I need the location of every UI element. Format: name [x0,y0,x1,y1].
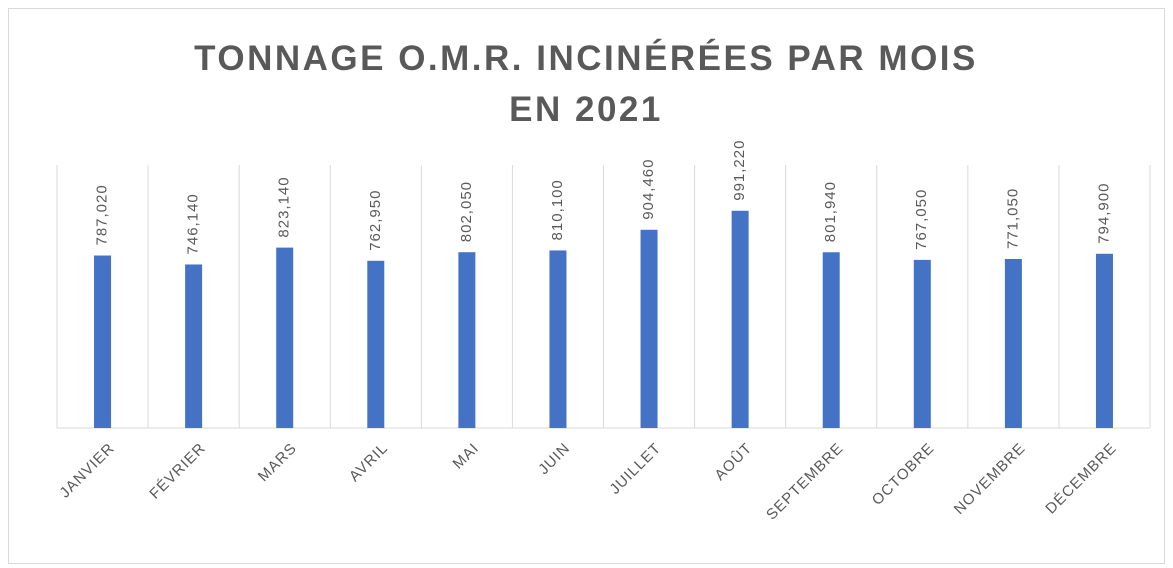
x-tick-label: NOVEMBRE [951,440,1029,518]
data-label: 802,050 [458,181,475,242]
bar [367,260,385,428]
data-label: 746,140 [185,193,202,254]
data-label: 767,050 [913,189,930,250]
x-tick-label: AOÛT [711,440,755,484]
data-label: 771,050 [1004,188,1021,249]
data-label: 991,220 [731,140,748,201]
data-label: 801,940 [822,181,839,242]
bar [549,250,567,428]
data-label: 823,140 [276,176,293,237]
x-tick-label: FÉVRIER [146,440,209,503]
x-tick-label: DÉCEMBRE [1042,440,1120,518]
bar [1004,259,1022,428]
x-tick-label: AVRIL [346,440,391,485]
x-tick-label: MARS [255,440,300,485]
bar [913,259,931,428]
chart-title: TONNAGE O.M.R. INCINÉRÉES PAR MOIS EN 20… [194,39,978,129]
x-tick-label: MAI [450,440,483,473]
data-label: 787,020 [94,184,111,245]
data-label: 762,950 [367,190,384,251]
bar [458,252,476,428]
x-tick-label: JANVIER [56,440,118,502]
bar [640,229,658,428]
x-tick-label: JUIN [535,440,573,478]
bar [822,252,840,428]
bar [731,210,749,428]
data-label: 810,100 [549,179,566,240]
bar [276,247,294,428]
data-label: 794,900 [1095,183,1112,244]
x-tick-label: SEPTEMBRE [763,440,847,524]
data-label: 904,460 [640,159,657,220]
bar [1095,253,1113,428]
x-tick-label: JUILLET [606,440,664,498]
bar [94,255,112,428]
bar [185,264,203,428]
x-tick-label: OCTOBRE [869,440,938,509]
chart-frame [8,8,1165,564]
